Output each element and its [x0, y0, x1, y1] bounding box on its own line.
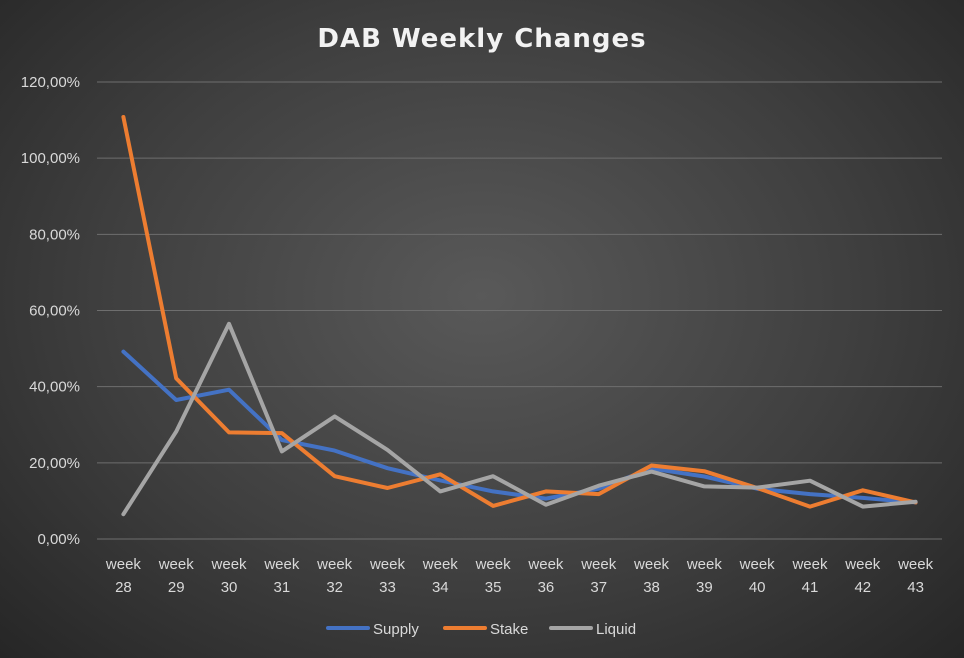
- x-tick-label-line2: 32: [326, 579, 343, 596]
- legend-label-supply: Supply: [373, 621, 419, 638]
- x-tick-label-line2: 34: [432, 579, 449, 596]
- x-tick-label-line2: 31: [274, 579, 291, 596]
- x-tick-label-line1: week: [580, 556, 617, 573]
- x-tick-label-line1: week: [475, 556, 512, 573]
- x-tick-label-line2: 41: [802, 579, 819, 596]
- series-line-liquid: [121, 321, 918, 517]
- series-line-stake: [121, 115, 918, 509]
- x-tick-label-line1: week: [263, 556, 300, 573]
- x-tick-label-line1: week: [897, 556, 934, 573]
- chart-title: DAB Weekly Changes: [317, 24, 646, 54]
- y-tick-label: 80,00%: [29, 226, 80, 243]
- x-tick-label-line2: 42: [854, 579, 871, 596]
- x-tick-label-line2: 36: [538, 579, 555, 596]
- gridlines: [97, 81, 942, 540]
- x-tick-label-line1: week: [211, 556, 248, 573]
- y-tick-label: 20,00%: [29, 455, 80, 472]
- y-tick-label: 120,00%: [21, 74, 80, 91]
- x-tick-label-line2: 35: [485, 579, 502, 596]
- x-tick-label-line2: 28: [115, 579, 132, 596]
- series-lines: [121, 115, 918, 517]
- x-tick-label-line2: 30: [221, 579, 238, 596]
- x-tick-label-line1: week: [105, 556, 142, 573]
- x-tick-label-line2: 38: [643, 579, 660, 596]
- y-tick-label: 40,00%: [29, 379, 80, 396]
- y-axis-tick-labels: 0,00% 20,00% 40,00% 60,00% 80,00% 100,00% 120,…: [21, 74, 80, 548]
- y-tick-label: 100,00%: [21, 150, 80, 167]
- x-tick-label-line1: week: [316, 556, 353, 573]
- x-tick-label-line2: 37: [590, 579, 607, 596]
- x-tick-label-line1: week: [739, 556, 776, 573]
- legend-label-liquid: Liquid: [596, 621, 636, 638]
- x-tick-label-line1: week: [844, 556, 881, 573]
- x-tick-label-line1: week: [791, 556, 828, 573]
- y-tick-label: 60,00%: [29, 303, 80, 320]
- x-tick-label-line2: 40: [749, 579, 766, 596]
- x-tick-label-line2: 33: [379, 579, 396, 596]
- x-tick-label-line1: week: [422, 556, 459, 573]
- x-tick-label-line1: week: [633, 556, 670, 573]
- legend: Supply Stake Liquid: [326, 621, 636, 638]
- x-tick-label-line1: week: [369, 556, 406, 573]
- x-tick-label-line1: week: [527, 556, 564, 573]
- x-tick-label-line2: 39: [696, 579, 713, 596]
- x-axis-tick-labels: week 28 week 29 week 30 week 31 week 32 week 33 week…: [105, 556, 934, 596]
- x-tick-label-line2: 43: [907, 579, 924, 596]
- x-tick-label-line1: week: [158, 556, 195, 573]
- legend-label-stake: Stake: [490, 621, 528, 638]
- x-tick-label-line2: 29: [168, 579, 185, 596]
- series-line-supply: [121, 349, 918, 505]
- y-tick-label: 0,00%: [37, 531, 80, 548]
- x-tick-label-line1: week: [686, 556, 723, 573]
